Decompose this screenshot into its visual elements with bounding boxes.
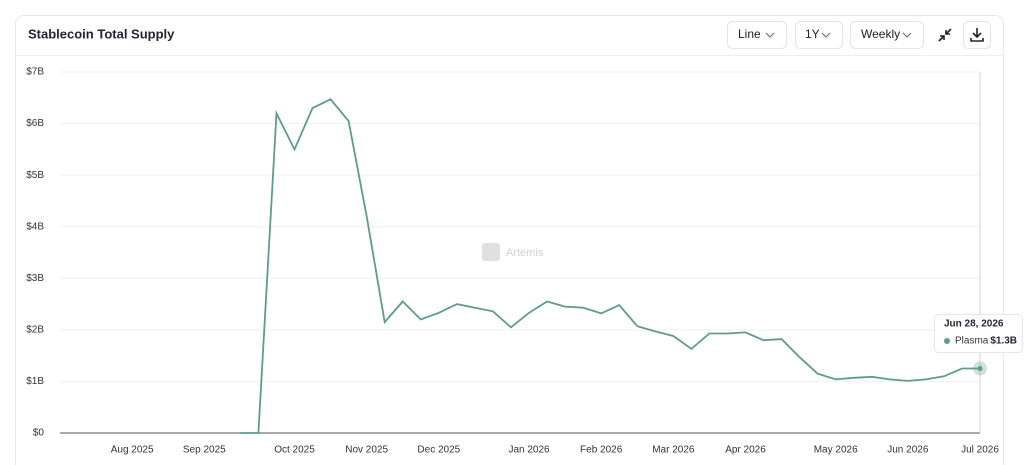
tooltip-value: $1.3B xyxy=(990,336,1017,347)
y-tick-label: $4B xyxy=(26,221,44,232)
x-tick-label: Dec 2025 xyxy=(417,445,460,456)
y-tick-label: $7B xyxy=(26,67,44,78)
x-tick-label: Apr 2026 xyxy=(725,445,766,456)
collapse-button[interactable] xyxy=(938,28,952,42)
card-border xyxy=(15,15,1004,465)
tooltip: Jun 28, 2026 Plasma $1.3B xyxy=(934,314,1023,353)
x-tick-label: Sep 2025 xyxy=(183,445,226,456)
x-tick-label: May 2026 xyxy=(814,445,858,456)
download-button[interactable] xyxy=(963,21,991,49)
y-tick-label: $1B xyxy=(26,376,44,387)
chart-type-button[interactable]: Line xyxy=(727,21,787,49)
tooltip-date: Jun 28, 2026 xyxy=(944,319,1004,330)
y-tick-label: $6B xyxy=(26,118,44,129)
tooltip-box xyxy=(934,314,1023,353)
y-tick-label: $5B xyxy=(26,170,44,181)
button-frame xyxy=(727,21,787,49)
hover-point xyxy=(977,366,983,372)
chevron xyxy=(821,32,831,38)
chevron xyxy=(902,32,912,38)
x-tick-label: Jan 2026 xyxy=(508,445,550,456)
watermark: Artemis xyxy=(482,243,544,261)
collapse-icon xyxy=(938,28,952,42)
watermark-logo xyxy=(482,243,500,261)
y-tick-label: $3B xyxy=(26,273,44,284)
x-tick-label: Oct 2025 xyxy=(274,445,315,456)
y-tick-label: $2B xyxy=(26,324,44,335)
x-tick-label: Aug 2025 xyxy=(111,445,154,456)
button-frame xyxy=(795,21,843,49)
download-icon xyxy=(970,28,984,42)
x-tick-label: Nov 2025 xyxy=(345,445,388,456)
x-tick-label: Jun 2026 xyxy=(887,445,929,456)
watermark-text: Artemis xyxy=(506,247,544,259)
x-tick-label: Feb 2026 xyxy=(580,445,623,456)
button-label: 1Y xyxy=(805,27,820,41)
tooltip-series: Plasma xyxy=(955,336,989,347)
button-frame xyxy=(850,21,924,49)
series-line xyxy=(240,98,980,434)
button-label: Weekly xyxy=(861,27,900,41)
tooltip-swatch xyxy=(944,338,950,344)
x-tick-label: Jul 2026 xyxy=(961,445,999,456)
interval-button[interactable]: Weekly xyxy=(850,21,924,49)
chevron xyxy=(765,32,775,38)
y-tick-label: $0 xyxy=(33,428,45,439)
button-label: Line xyxy=(738,27,761,41)
chart-title: Stablecoin Total Supply xyxy=(28,26,175,41)
range-button[interactable]: 1Y xyxy=(795,21,843,49)
x-tick-label: Mar 2026 xyxy=(652,445,695,456)
